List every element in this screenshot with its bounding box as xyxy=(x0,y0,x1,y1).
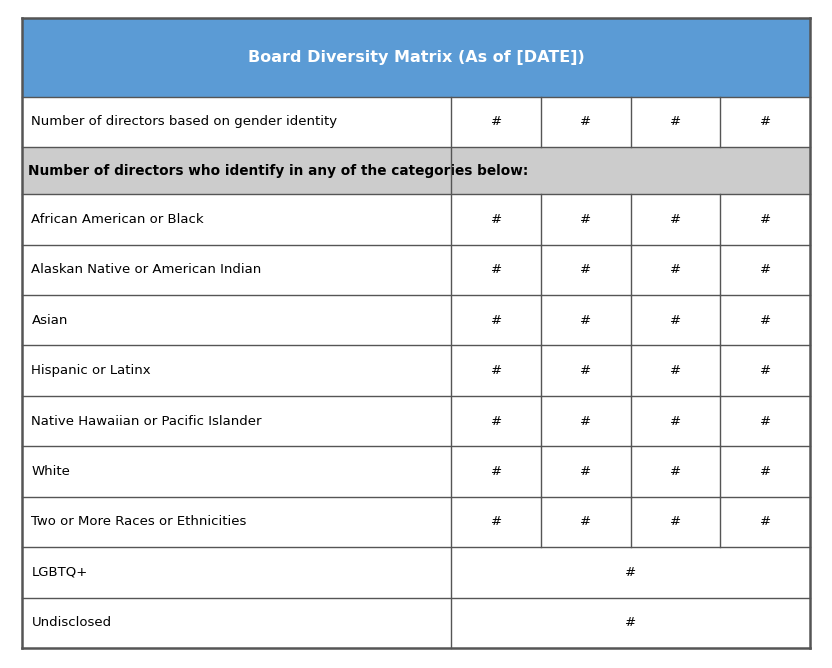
Text: Alaskan Native or American Indian: Alaskan Native or American Indian xyxy=(32,263,262,277)
Text: #: # xyxy=(491,364,502,377)
Text: African American or Black: African American or Black xyxy=(32,213,204,226)
Text: Number of directors based on gender identity: Number of directors based on gender iden… xyxy=(32,116,338,128)
Text: #: # xyxy=(760,364,770,377)
Text: #: # xyxy=(581,116,592,128)
Bar xyxy=(22,446,810,497)
Text: #: # xyxy=(670,516,681,528)
Bar xyxy=(22,396,810,446)
Text: #: # xyxy=(581,465,592,478)
Text: LGBTQ+: LGBTQ+ xyxy=(32,566,87,579)
Text: #: # xyxy=(625,617,636,629)
Text: White: White xyxy=(32,465,71,478)
Text: #: # xyxy=(581,263,592,277)
Text: #: # xyxy=(491,415,502,428)
Text: #: # xyxy=(670,364,681,377)
Text: #: # xyxy=(670,213,681,226)
Text: #: # xyxy=(670,263,681,277)
Bar xyxy=(22,345,810,396)
Bar xyxy=(22,147,810,194)
Bar xyxy=(22,547,810,598)
Text: #: # xyxy=(760,213,770,226)
Text: Board Diversity Matrix (As of [DATE]): Board Diversity Matrix (As of [DATE]) xyxy=(248,50,584,65)
Text: #: # xyxy=(491,116,502,128)
Text: Asian: Asian xyxy=(32,314,68,327)
Bar xyxy=(22,295,810,345)
Text: #: # xyxy=(491,263,502,277)
Text: #: # xyxy=(581,314,592,327)
Bar xyxy=(22,18,810,97)
Text: Native Hawaiian or Pacific Islander: Native Hawaiian or Pacific Islander xyxy=(32,415,262,428)
Bar xyxy=(22,598,810,648)
Text: #: # xyxy=(581,364,592,377)
Text: #: # xyxy=(581,415,592,428)
Text: Two or More Races or Ethnicities: Two or More Races or Ethnicities xyxy=(32,516,247,528)
Text: Number of directors who identify in any of the categories below:: Number of directors who identify in any … xyxy=(28,164,528,178)
Text: #: # xyxy=(760,516,770,528)
Text: #: # xyxy=(760,465,770,478)
Text: #: # xyxy=(581,516,592,528)
Text: #: # xyxy=(760,415,770,428)
Text: #: # xyxy=(491,314,502,327)
Text: #: # xyxy=(670,415,681,428)
Text: #: # xyxy=(760,116,770,128)
Bar xyxy=(22,97,810,147)
Bar xyxy=(22,497,810,547)
Text: #: # xyxy=(670,314,681,327)
Text: Undisclosed: Undisclosed xyxy=(32,617,111,629)
Text: #: # xyxy=(760,263,770,277)
Text: #: # xyxy=(670,116,681,128)
Bar xyxy=(22,194,810,244)
Text: #: # xyxy=(581,213,592,226)
Text: #: # xyxy=(491,213,502,226)
Bar xyxy=(22,244,810,295)
Text: Hispanic or Latinx: Hispanic or Latinx xyxy=(32,364,151,377)
Text: #: # xyxy=(491,465,502,478)
Text: #: # xyxy=(670,465,681,478)
Text: #: # xyxy=(625,566,636,579)
Text: #: # xyxy=(760,314,770,327)
Text: #: # xyxy=(491,516,502,528)
